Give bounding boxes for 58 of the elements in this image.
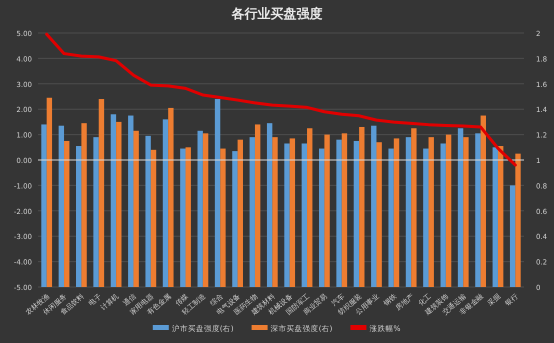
bar [162,119,168,287]
bar [342,133,348,287]
chart-title: 各行业买盘强度 [230,6,322,22]
bar [198,130,203,287]
bar [458,128,464,287]
bar [133,130,139,287]
bar [359,126,364,287]
bar [272,137,278,287]
bar [128,116,134,287]
bar [238,140,243,287]
bar [475,133,481,287]
bar [180,148,186,287]
bar [41,124,47,287]
bar [498,146,504,287]
bar [406,137,412,287]
bar [93,137,99,287]
bar [319,148,324,287]
bar [76,146,82,287]
bar [145,136,151,287]
bar [446,134,452,287]
bar [98,99,104,287]
bar [423,148,429,287]
bar [411,128,417,287]
bar [250,137,255,287]
bar [440,143,446,287]
bar [168,108,174,287]
bar [266,123,272,287]
bar [150,150,156,287]
bar [307,128,312,287]
bar [394,138,400,287]
bar [388,148,394,287]
bar [46,98,52,287]
bar [202,133,208,287]
bar [324,134,330,287]
bar [302,143,308,287]
bar [186,147,191,287]
bar [428,137,434,287]
bar [284,143,290,287]
bar [64,140,70,287]
bar [290,138,296,287]
bar [116,122,122,287]
bar [220,148,226,287]
bar [480,116,486,287]
bar [371,126,376,287]
bar [58,126,64,287]
bar [354,140,360,287]
bar [110,114,116,287]
bar [81,123,87,287]
bar [492,147,498,287]
bar [336,140,342,287]
bar [254,124,260,287]
bar [232,151,238,287]
bar [510,185,516,287]
bar [376,142,382,287]
line-series [45,32,517,167]
bar [463,137,469,287]
bar [515,154,521,287]
bar [214,99,220,287]
